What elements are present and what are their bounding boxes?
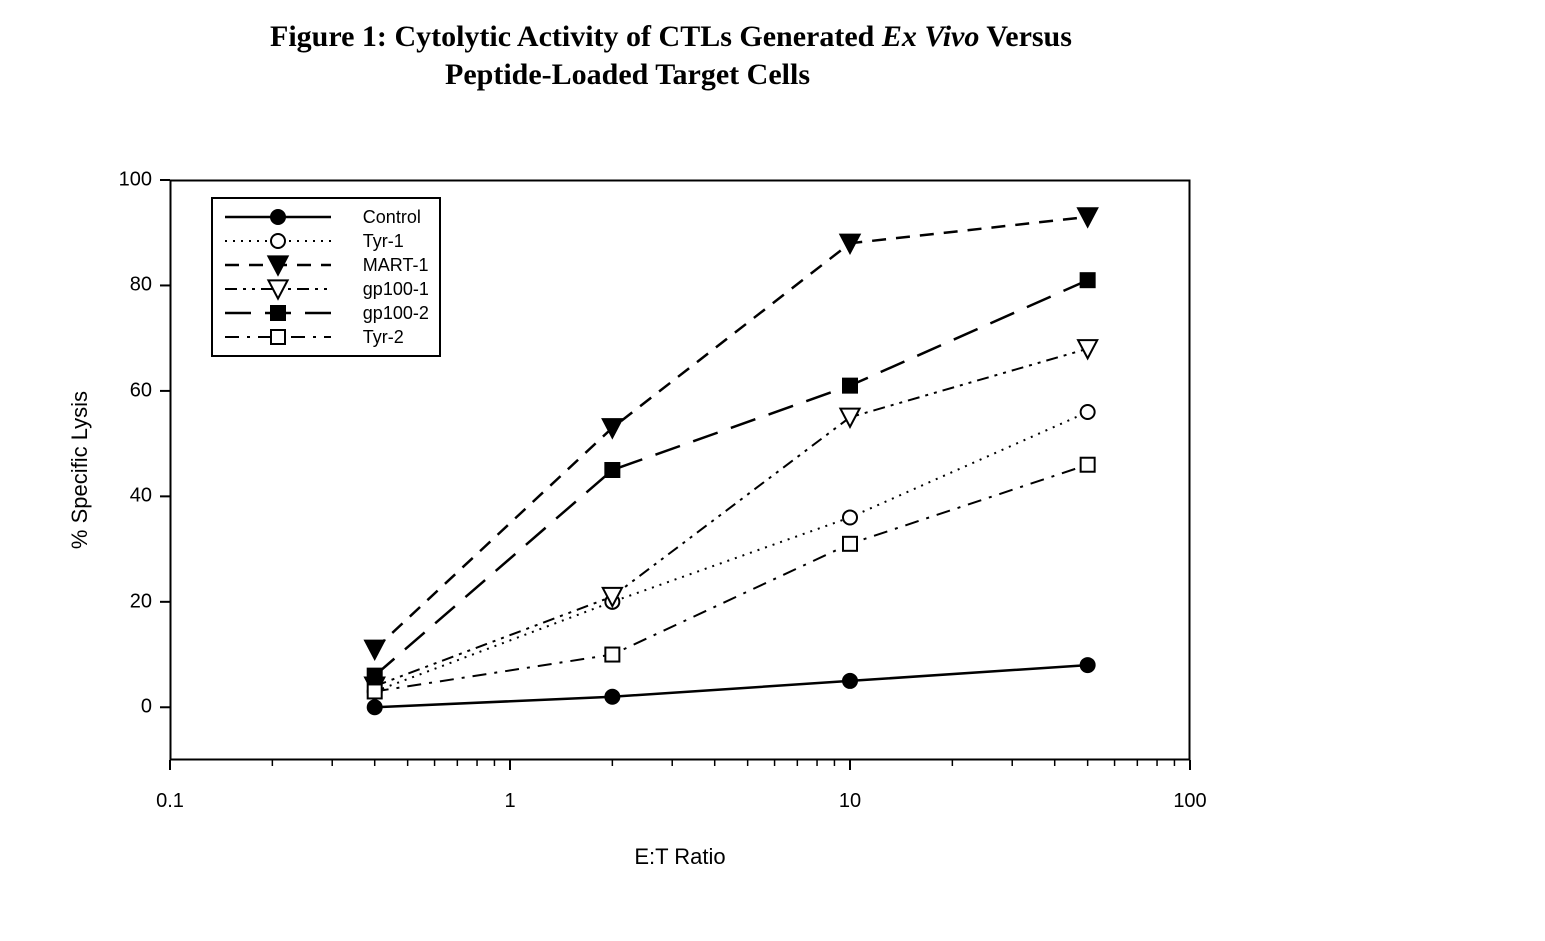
series-line-Tyr-1: [375, 412, 1088, 691]
x-tick-label: 100: [1173, 790, 1206, 813]
series-marker-Tyr-2: [605, 648, 619, 662]
legend-label: Tyr-2: [363, 327, 404, 348]
series-line-Tyr-2: [375, 465, 1088, 692]
series-marker-gp100-2: [843, 379, 857, 393]
series-marker-gp100-2: [368, 669, 382, 683]
series-marker-Control: [605, 690, 619, 704]
legend-swatch: [223, 327, 333, 347]
y-tick-label: 100: [119, 169, 152, 192]
chart: % Specific Lysis 0 20 40 60 80 100 Control Tyr…: [60, 160, 1230, 920]
legend-swatch: [223, 303, 333, 323]
figure-title-tail: Versus: [986, 20, 1072, 53]
y-axis-ticks: 020406080100: [105, 180, 160, 760]
legend-swatch: [223, 207, 333, 227]
x-tick-label: 10: [839, 790, 861, 813]
figure-title: Figure 1: Cytolytic Activity of CTLs Gen…: [270, 18, 1525, 93]
series-marker-Tyr-1: [1081, 405, 1095, 419]
legend-item: MART-1: [223, 253, 429, 277]
x-tick-label: 0.1: [156, 790, 184, 813]
legend-label: MART-1: [363, 255, 429, 276]
y-tick-label: 80: [130, 274, 152, 297]
legend-label: Control: [363, 207, 421, 228]
series-marker-gp100-1: [840, 409, 859, 427]
x-axis-ticks: 0.1110100: [170, 790, 1190, 820]
legend-swatch: [223, 255, 333, 275]
legend-item: gp100-1: [223, 277, 429, 301]
x-axis-label: E:T Ratio: [170, 844, 1190, 870]
y-axis-label: % Specific Lysis: [60, 160, 100, 780]
series-marker-Tyr-2: [843, 537, 857, 551]
series-line-gp100-1: [375, 349, 1088, 686]
series-marker-Control: [1081, 658, 1095, 672]
legend-item: Tyr-2: [223, 325, 429, 349]
y-tick-label: 0: [141, 696, 152, 719]
legend-label: gp100-1: [363, 279, 429, 300]
series-marker-Tyr-1: [843, 510, 857, 524]
legend-swatch: [223, 231, 333, 251]
legend-item: gp100-2: [223, 301, 429, 325]
series-line-gp100-2: [375, 280, 1088, 675]
legend-swatch: [223, 279, 333, 299]
series-marker-MART-1: [1078, 208, 1097, 226]
figure-title-line2: Peptide-Loaded Target Cells: [270, 56, 1525, 94]
legend-item: Tyr-1: [223, 229, 429, 253]
legend-label: Tyr-1: [363, 231, 404, 252]
x-axis-label-text: E:T Ratio: [634, 844, 725, 869]
series-marker-gp100-2: [1081, 273, 1095, 287]
y-tick-label: 40: [130, 485, 152, 508]
series-marker-Control: [368, 700, 382, 714]
legend: Control Tyr-1 MART-1 gp100-1 gp100-2 Tyr-2: [211, 197, 441, 357]
figure-title-main: Cytolytic Activity of CTLs Generated: [394, 20, 874, 53]
series-marker-Tyr-2: [1081, 458, 1095, 472]
y-axis-label-text: % Specific Lysis: [67, 391, 93, 549]
series-line-Control: [375, 665, 1088, 707]
series-marker-MART-1: [365, 641, 384, 659]
x-tick-label: 1: [504, 790, 515, 813]
y-tick-label: 20: [130, 590, 152, 613]
legend-item: Control: [223, 205, 429, 229]
figure-title-prefix: Figure 1:: [270, 20, 387, 53]
series-marker-Control: [843, 674, 857, 688]
y-tick-label: 60: [130, 379, 152, 402]
series-marker-gp100-1: [1078, 340, 1097, 358]
series-marker-Tyr-2: [368, 684, 382, 698]
plot-area: Control Tyr-1 MART-1 gp100-1 gp100-2 Tyr-2: [170, 180, 1190, 760]
figure-title-italic: Ex Vivo: [882, 20, 980, 53]
series-marker-gp100-2: [605, 463, 619, 477]
page: Figure 1: Cytolytic Activity of CTLs Gen…: [0, 0, 1545, 941]
legend-label: gp100-2: [363, 303, 429, 324]
